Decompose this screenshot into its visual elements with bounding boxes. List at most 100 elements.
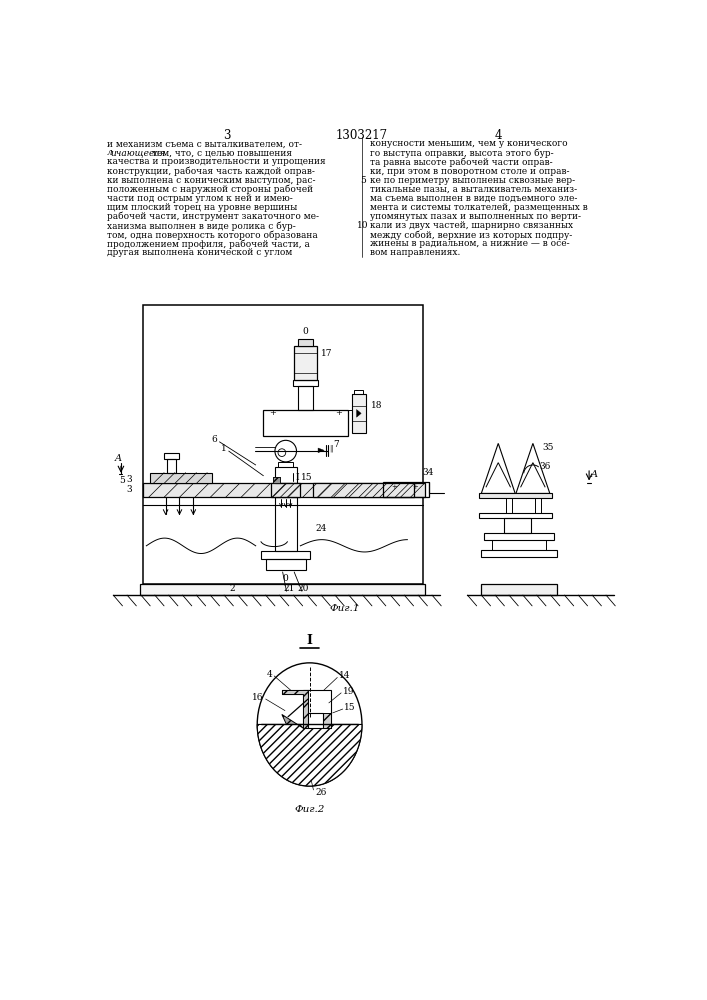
Bar — [282, 690, 310, 694]
Polygon shape — [257, 724, 362, 786]
Text: Фиг.2: Фиг.2 — [294, 805, 325, 814]
Bar — [308, 690, 331, 728]
Text: 2: 2 — [230, 584, 235, 593]
Text: тикальные пазы, а выталкиватель механиз-: тикальные пазы, а выталкиватель механиз- — [370, 185, 577, 194]
Bar — [484, 533, 554, 540]
Bar — [506, 498, 512, 513]
Text: 26: 26 — [316, 788, 327, 797]
Bar — [492, 540, 546, 550]
Text: и механизм съема с выталкивателем, от-: и механизм съема с выталкивателем, от- — [107, 139, 302, 148]
Text: конструкции, рабочая часть каждой оправ-: конструкции, рабочая часть каждой оправ- — [107, 167, 315, 176]
Text: 1: 1 — [221, 444, 227, 453]
Bar — [324, 713, 331, 728]
Bar — [293, 380, 318, 386]
Polygon shape — [282, 690, 308, 728]
Text: 3: 3 — [127, 475, 132, 484]
Text: 3: 3 — [223, 129, 230, 142]
Bar — [275, 466, 296, 483]
Text: A: A — [115, 454, 122, 463]
Text: кали из двух частей, шарнирно связанных: кали из двух частей, шарнирно связанных — [370, 221, 573, 230]
Bar — [164, 453, 180, 459]
Text: 4: 4 — [494, 129, 502, 142]
Bar — [324, 713, 331, 728]
Text: 10: 10 — [357, 221, 368, 230]
Bar — [261, 551, 310, 559]
Bar — [294, 346, 317, 380]
Text: конусности меньшим, чем у конического: конусности меньшим, чем у конического — [370, 139, 567, 148]
Bar — [275, 497, 296, 551]
Text: вом направлениях.: вом направлениях. — [370, 248, 460, 257]
Text: тем, что, с целью повышения: тем, что, с целью повышения — [148, 148, 292, 157]
Text: 18: 18 — [371, 401, 382, 410]
Text: ки, при этом в поворотном столе и оправ-: ки, при этом в поворотном столе и оправ- — [370, 167, 569, 176]
Bar — [479, 513, 552, 518]
Text: +: + — [412, 483, 418, 491]
Bar — [143, 305, 423, 584]
Text: мента и системы толкателей, размещенных в: мента и системы толкателей, размещенных … — [370, 203, 588, 212]
Text: A: A — [591, 470, 598, 479]
Bar — [150, 473, 212, 483]
Bar — [140, 584, 425, 595]
Text: 20: 20 — [298, 584, 309, 593]
Text: л: л — [107, 148, 113, 157]
Text: ки выполнена с коническим выступом, рас-: ки выполнена с коническим выступом, рас- — [107, 176, 315, 185]
Bar — [382, 482, 429, 497]
Text: рабочей части, инструмент закаточного ме-: рабочей части, инструмент закаточного ме… — [107, 212, 319, 221]
Text: 21: 21 — [283, 584, 295, 593]
Bar — [354, 389, 363, 394]
Text: положенным с наружной стороны рабочей: положенным с наружной стороны рабочей — [107, 185, 313, 194]
Text: +: + — [269, 409, 276, 417]
Text: та равна высоте рабочей части оправ-: та равна высоте рабочей части оправ- — [370, 157, 552, 167]
Bar — [504, 518, 532, 533]
Text: 15: 15 — [301, 473, 312, 482]
Polygon shape — [282, 714, 303, 728]
Text: го выступа оправки, высота этого бур-: го выступа оправки, высота этого бур- — [370, 148, 554, 158]
Text: щим плоский торец на уровне вершины: щим плоский торец на уровне вершины — [107, 203, 298, 212]
Text: качества и производительности и упрощения: качества и производительности и упрощени… — [107, 157, 326, 166]
Bar — [271, 483, 300, 497]
Bar — [298, 386, 313, 410]
Text: ичающееся: ичающееся — [110, 148, 166, 157]
Bar — [481, 584, 557, 595]
Text: 24: 24 — [316, 524, 327, 533]
Bar — [303, 690, 308, 728]
Text: другая выполнена конической с углом: другая выполнена конической с углом — [107, 248, 292, 257]
Text: части под острым углом к ней и имею-: части под острым углом к ней и имею- — [107, 194, 293, 203]
Text: +: + — [392, 483, 397, 491]
Text: 19: 19 — [343, 687, 354, 696]
Bar — [298, 339, 313, 346]
Text: ||: || — [329, 445, 334, 453]
Text: 4: 4 — [267, 670, 273, 679]
Text: +: + — [335, 409, 342, 417]
Text: ханизма выполнен в виде ролика с бур-: ханизма выполнен в виде ролика с бур- — [107, 221, 296, 231]
Text: продолжением профиля, рабочей части, а: продолжением профиля, рабочей части, а — [107, 239, 310, 249]
Text: 0: 0 — [283, 574, 288, 583]
Bar — [264, 410, 348, 436]
Bar — [479, 493, 552, 498]
Text: ма съема выполнен в виде подъемного эле-: ма съема выполнен в виде подъемного эле- — [370, 194, 577, 203]
Polygon shape — [274, 477, 279, 483]
Text: 3: 3 — [127, 485, 132, 494]
Bar — [535, 498, 542, 513]
Text: 34: 34 — [423, 468, 434, 477]
Text: 6: 6 — [211, 435, 217, 444]
Text: том, одна поверхность которого образована: том, одна поверхность которого образован… — [107, 230, 318, 240]
Text: 1303217: 1303217 — [336, 129, 388, 142]
Text: 36: 36 — [539, 462, 551, 471]
Text: I: I — [307, 634, 312, 647]
Text: 5: 5 — [360, 176, 366, 185]
Text: жинены в радиальном, а нижние — в осе-: жинены в радиальном, а нижние — в осе- — [370, 239, 569, 248]
Text: 14: 14 — [339, 671, 351, 680]
Text: 0: 0 — [303, 327, 309, 336]
Text: между собой, верхние из которых подпру-: между собой, верхние из которых подпру- — [370, 230, 572, 240]
Text: I: I — [295, 473, 298, 482]
Bar — [167, 459, 176, 473]
Bar — [352, 394, 366, 433]
Text: упомянутых пазах и выполненных по верти-: упомянутых пазах и выполненных по верти- — [370, 212, 580, 221]
Text: 35: 35 — [542, 443, 554, 452]
Polygon shape — [318, 448, 325, 453]
Text: Фиг.1: Фиг.1 — [329, 604, 359, 613]
Bar — [143, 483, 425, 497]
Text: 7: 7 — [334, 440, 339, 449]
Bar — [278, 462, 293, 466]
